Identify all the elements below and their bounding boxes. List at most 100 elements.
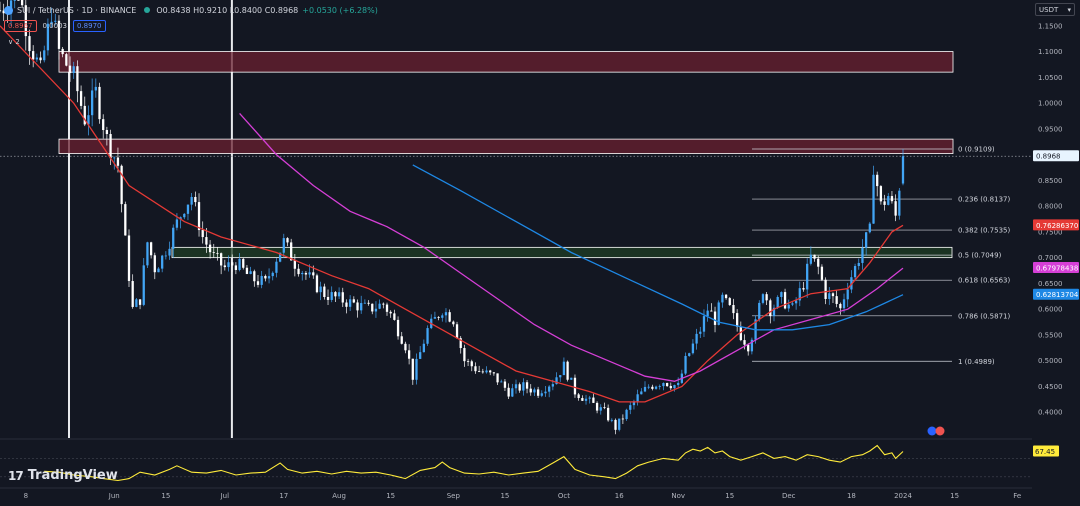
time-tick-label: Fe (1013, 492, 1021, 500)
price-tick-label: 0.5500 (1038, 331, 1063, 339)
candle-body (282, 238, 285, 253)
candle-body (577, 394, 580, 399)
candle-body (562, 361, 566, 376)
candle-body (522, 382, 525, 391)
ema-slow-tag: 0.62813704 (1036, 291, 1079, 299)
candle-body (419, 352, 422, 359)
candle-body (337, 292, 341, 297)
candle-body (32, 51, 35, 60)
candle-body (352, 299, 355, 303)
candle-body (326, 296, 330, 300)
candle-body (802, 288, 805, 290)
candle-body (50, 21, 53, 24)
candle-body (455, 324, 459, 339)
candle-body (588, 397, 591, 399)
candle-body (308, 272, 311, 275)
candle-body (183, 213, 186, 218)
candle-body (872, 174, 875, 224)
candle-body (463, 348, 466, 362)
time-tick-label: 2024 (894, 492, 912, 500)
candle-body (197, 202, 201, 231)
candle-body (702, 316, 706, 332)
candle-body (186, 204, 190, 214)
candle-body (131, 281, 134, 307)
candle-body (208, 244, 212, 253)
candle-body (43, 50, 46, 61)
candle-body (824, 279, 827, 299)
candle-body (721, 294, 724, 303)
candle-body (706, 310, 709, 317)
ema-slow-line (412, 164, 904, 331)
candle-body (161, 255, 164, 269)
candle-body (865, 232, 868, 248)
currency-selector[interactable]: USDT ▾ (1035, 3, 1075, 16)
time-tick-label: 15 (950, 492, 959, 500)
candle-body (492, 372, 496, 374)
candle-body (511, 388, 514, 397)
candle-body (798, 288, 801, 301)
candle-body (400, 336, 403, 344)
candle-body (817, 258, 820, 267)
candle-body (842, 299, 846, 309)
candle-body (312, 272, 315, 276)
candle-body (190, 196, 193, 205)
candle-body (127, 235, 131, 282)
tradingview-logo-icon: 17 (8, 468, 24, 483)
bid-button[interactable]: 0.8967 (4, 20, 37, 32)
tradingview-brand: 17 TradingView (8, 468, 118, 483)
candle-body (157, 268, 160, 273)
candle-body (46, 23, 50, 51)
symbol-title[interactable]: SUI / TetherUS · 1D · BINANCE (17, 5, 137, 15)
candle-body (890, 196, 894, 202)
candle-body (315, 275, 319, 293)
rsi-value-tag: 67.45 (1035, 448, 1055, 456)
candle-body (783, 292, 787, 309)
candle-body (367, 302, 370, 304)
candle-body (765, 294, 768, 301)
candle-body (426, 328, 429, 344)
candle-body (739, 326, 742, 341)
candle-body (319, 286, 322, 293)
chevron-down-icon: ▾ (1067, 5, 1071, 14)
candle-body (363, 302, 367, 304)
candle-body (109, 134, 112, 159)
candle-body (787, 304, 790, 309)
candle-body (861, 247, 864, 263)
candle-body (68, 65, 72, 74)
candle-body (216, 252, 219, 254)
time-tick-label: Jun (108, 492, 120, 500)
candle-body (286, 238, 289, 243)
candle-body (301, 272, 304, 275)
ema-fast-tag-bg (1033, 219, 1079, 231)
candle-body (238, 258, 241, 270)
ask-button[interactable]: 0.8970 (73, 20, 106, 32)
candle-body (481, 371, 484, 373)
candle-body (396, 319, 400, 337)
candle-body (794, 300, 798, 304)
indicators-toggle[interactable]: ∨ 2 (8, 38, 20, 46)
candle-body (868, 223, 871, 233)
candle-body (415, 358, 418, 380)
resistance-zone (58, 51, 954, 73)
candle-body (448, 312, 451, 322)
symbol-header: SUI / TetherUS · 1D · BINANCE O0.8438 H0… (4, 3, 378, 17)
candle-body (422, 343, 425, 353)
candle-body (76, 66, 79, 92)
candle-body (651, 386, 654, 389)
candle-body (87, 115, 90, 125)
candle-body (695, 333, 698, 344)
candle-body (91, 90, 94, 116)
candle-body (297, 268, 300, 275)
candle-body (264, 275, 267, 279)
candle-body (194, 196, 197, 203)
candle-body (341, 292, 344, 303)
candle-body (573, 377, 577, 395)
candle-body (883, 201, 886, 205)
candle-body (57, 20, 61, 49)
candle-body (65, 54, 68, 66)
candle-body (116, 157, 120, 166)
candle-body (231, 262, 234, 266)
candle-body (540, 393, 543, 396)
candle-body (691, 343, 695, 354)
